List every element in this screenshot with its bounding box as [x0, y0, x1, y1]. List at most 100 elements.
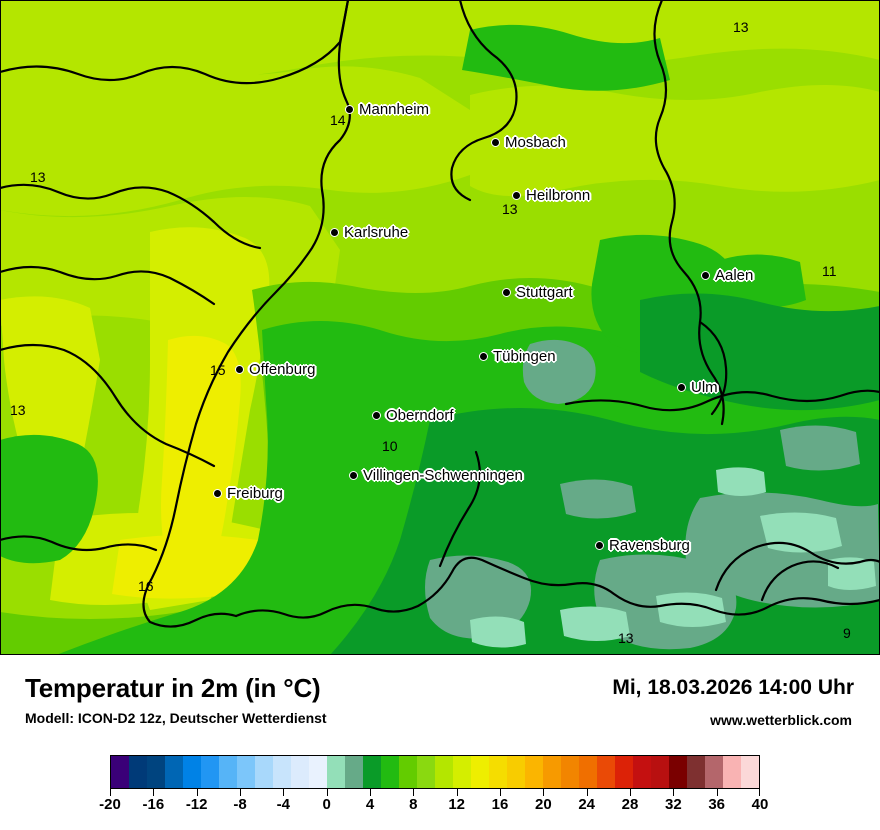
colorbar-tick-label: -12 [185, 796, 208, 813]
colorbar-swatch [435, 756, 453, 788]
colorbar-tick [759, 789, 760, 796]
colorbar-legend: -20 -16 -12 -8 -4 0 4 8 12 16 20 24 28 32 36 40 [99, 755, 768, 813]
colorbar-tick-label: 36 [708, 796, 725, 813]
temperature-map[interactable]: Mannheim Mosbach Heilbronn Karlsruhe Stuttga… [0, 0, 880, 655]
colorbar-swatch [669, 756, 687, 788]
colorbar-swatch [453, 756, 471, 788]
valid-datetime: Mi, 18.03.2026 14:00 Uhr [612, 676, 854, 699]
administrative-borders [0, 0, 880, 628]
colorbar-tick [370, 789, 371, 796]
colorbar-tick-label: -8 [233, 796, 247, 813]
isotherm-value-label: 9 [843, 625, 851, 641]
isotherm-value-label: 10 [382, 438, 398, 454]
colorbar-tick-label: 24 [578, 796, 595, 813]
page-title: Temperatur in 2m (in °C) [25, 673, 321, 703]
colorbar-swatch [237, 756, 255, 788]
colorbar-swatch [165, 756, 183, 788]
city-marker: Aalen [701, 267, 753, 284]
colorbar-swatch [183, 756, 201, 788]
city-marker: Ulm [677, 379, 718, 396]
city-dot-icon [235, 365, 244, 374]
colorbar-swatch [363, 756, 381, 788]
city-marker: Freiburg [213, 485, 283, 502]
city-dot-icon [345, 105, 354, 114]
colorbar-swatch [309, 756, 327, 788]
colorbar-swatch [147, 756, 165, 788]
colorbar-swatch [291, 756, 309, 788]
city-label: Mosbach [505, 134, 566, 151]
colorbar-tick [716, 789, 718, 796]
city-dot-icon [491, 138, 500, 147]
colorbar-swatch [129, 756, 147, 788]
colorbar-tick [673, 789, 675, 796]
colorbar-tick-label: 28 [621, 796, 639, 813]
colorbar-swatch [741, 756, 759, 788]
city-label: Mannheim [359, 101, 430, 118]
colorbar-swatch [507, 756, 525, 788]
city-dot-icon [677, 383, 686, 392]
isotherm-value-label: 13 [733, 19, 749, 35]
colorbar-ticks [110, 789, 760, 797]
colorbar-swatch [705, 756, 723, 788]
isotherm-value-label: 13 [10, 402, 26, 418]
isotherm-value-label: 13 [30, 169, 46, 185]
colorbar-tick-label: -20 [99, 796, 121, 813]
city-marker: Stuttgart [502, 284, 573, 301]
temp-band-5 [470, 467, 876, 648]
footer-panel: Temperatur in 2m (in °C) Modell: ICON-D2… [0, 655, 880, 830]
colorbar-swatch [327, 756, 345, 788]
colorbar-swatch [525, 756, 543, 788]
city-label: Offenburg [249, 361, 316, 378]
city-marker: Ravensburg [595, 537, 690, 554]
city-marker: Mannheim [345, 101, 429, 118]
colorbar-tick [110, 789, 111, 796]
colorbar-tick [543, 789, 545, 796]
colorbar-swatch [579, 756, 597, 788]
city-label: Tübingen [493, 348, 556, 365]
colorbar-tick-label: -4 [276, 796, 290, 813]
model-subtitle: Modell: ICON-D2 12z, Deutscher Wetterdie… [25, 710, 327, 726]
city-dot-icon [701, 271, 710, 280]
colorbar-swatch [561, 756, 579, 788]
colorbar-tick [630, 789, 631, 796]
isotherm-value-label: 16 [138, 578, 154, 594]
city-marker: Heilbronn [512, 187, 590, 204]
colorbar-gradient [110, 755, 760, 789]
colorbar-swatch [381, 756, 399, 788]
website-label: www.wetterblick.com [710, 712, 852, 728]
isotherm-value-label: 13 [502, 201, 518, 217]
colorbar-tick [326, 789, 328, 796]
colorbar-tick-labels: -20 -16 -12 -8 -4 0 4 8 12 16 20 24 28 32 36 40 [99, 796, 768, 818]
city-dot-icon [595, 541, 604, 550]
city-dot-icon [213, 489, 222, 498]
colorbar-tick-label: 32 [664, 796, 682, 813]
colorbar-swatch [345, 756, 363, 788]
colorbar-tick-label: 16 [491, 796, 509, 813]
isotherm-value-label: 15 [210, 362, 226, 378]
colorbar-tick-label: -16 [142, 796, 165, 813]
colorbar-tick-label: 0 [322, 796, 331, 813]
city-dot-icon [479, 352, 488, 361]
city-label: Villingen-Schwenningen [363, 467, 523, 484]
colorbar-tick-label: 8 [409, 796, 418, 813]
city-marker: Offenburg [235, 361, 315, 378]
colorbar-tick [500, 789, 501, 796]
isotherm-value-label: 14 [330, 112, 346, 128]
city-marker: Karlsruhe [330, 224, 408, 241]
city-label: Karlsruhe [344, 224, 409, 241]
colorbar-swatch [597, 756, 615, 788]
colorbar-tick-label: 12 [448, 796, 465, 813]
colorbar-tick [283, 789, 285, 796]
colorbar-tick [586, 789, 588, 796]
city-marker: Tübingen [479, 348, 556, 365]
colorbar-swatch [111, 756, 129, 788]
colorbar-swatch [615, 756, 633, 788]
colorbar-swatch [723, 756, 741, 788]
colorbar-tick [240, 789, 241, 796]
city-dot-icon [512, 191, 521, 200]
colorbar-swatch [471, 756, 489, 788]
colorbar-tick-label: 20 [534, 796, 552, 813]
city-label: Stuttgart [516, 284, 573, 301]
city-dot-icon [330, 228, 339, 237]
